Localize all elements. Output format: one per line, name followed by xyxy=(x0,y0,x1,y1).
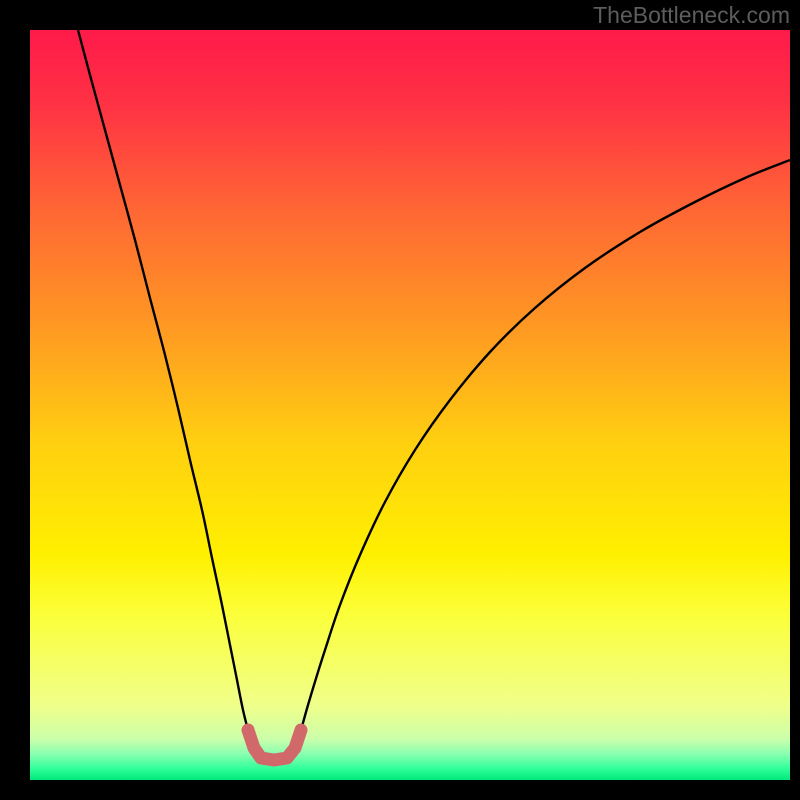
plot-area xyxy=(30,30,790,780)
watermark-text: TheBottleneck.com xyxy=(593,2,790,29)
left-curve xyxy=(78,30,248,730)
valley-marker xyxy=(248,730,301,760)
curve-layer xyxy=(30,30,790,780)
stage: TheBottleneck.com xyxy=(0,0,800,800)
right-curve xyxy=(301,160,790,730)
